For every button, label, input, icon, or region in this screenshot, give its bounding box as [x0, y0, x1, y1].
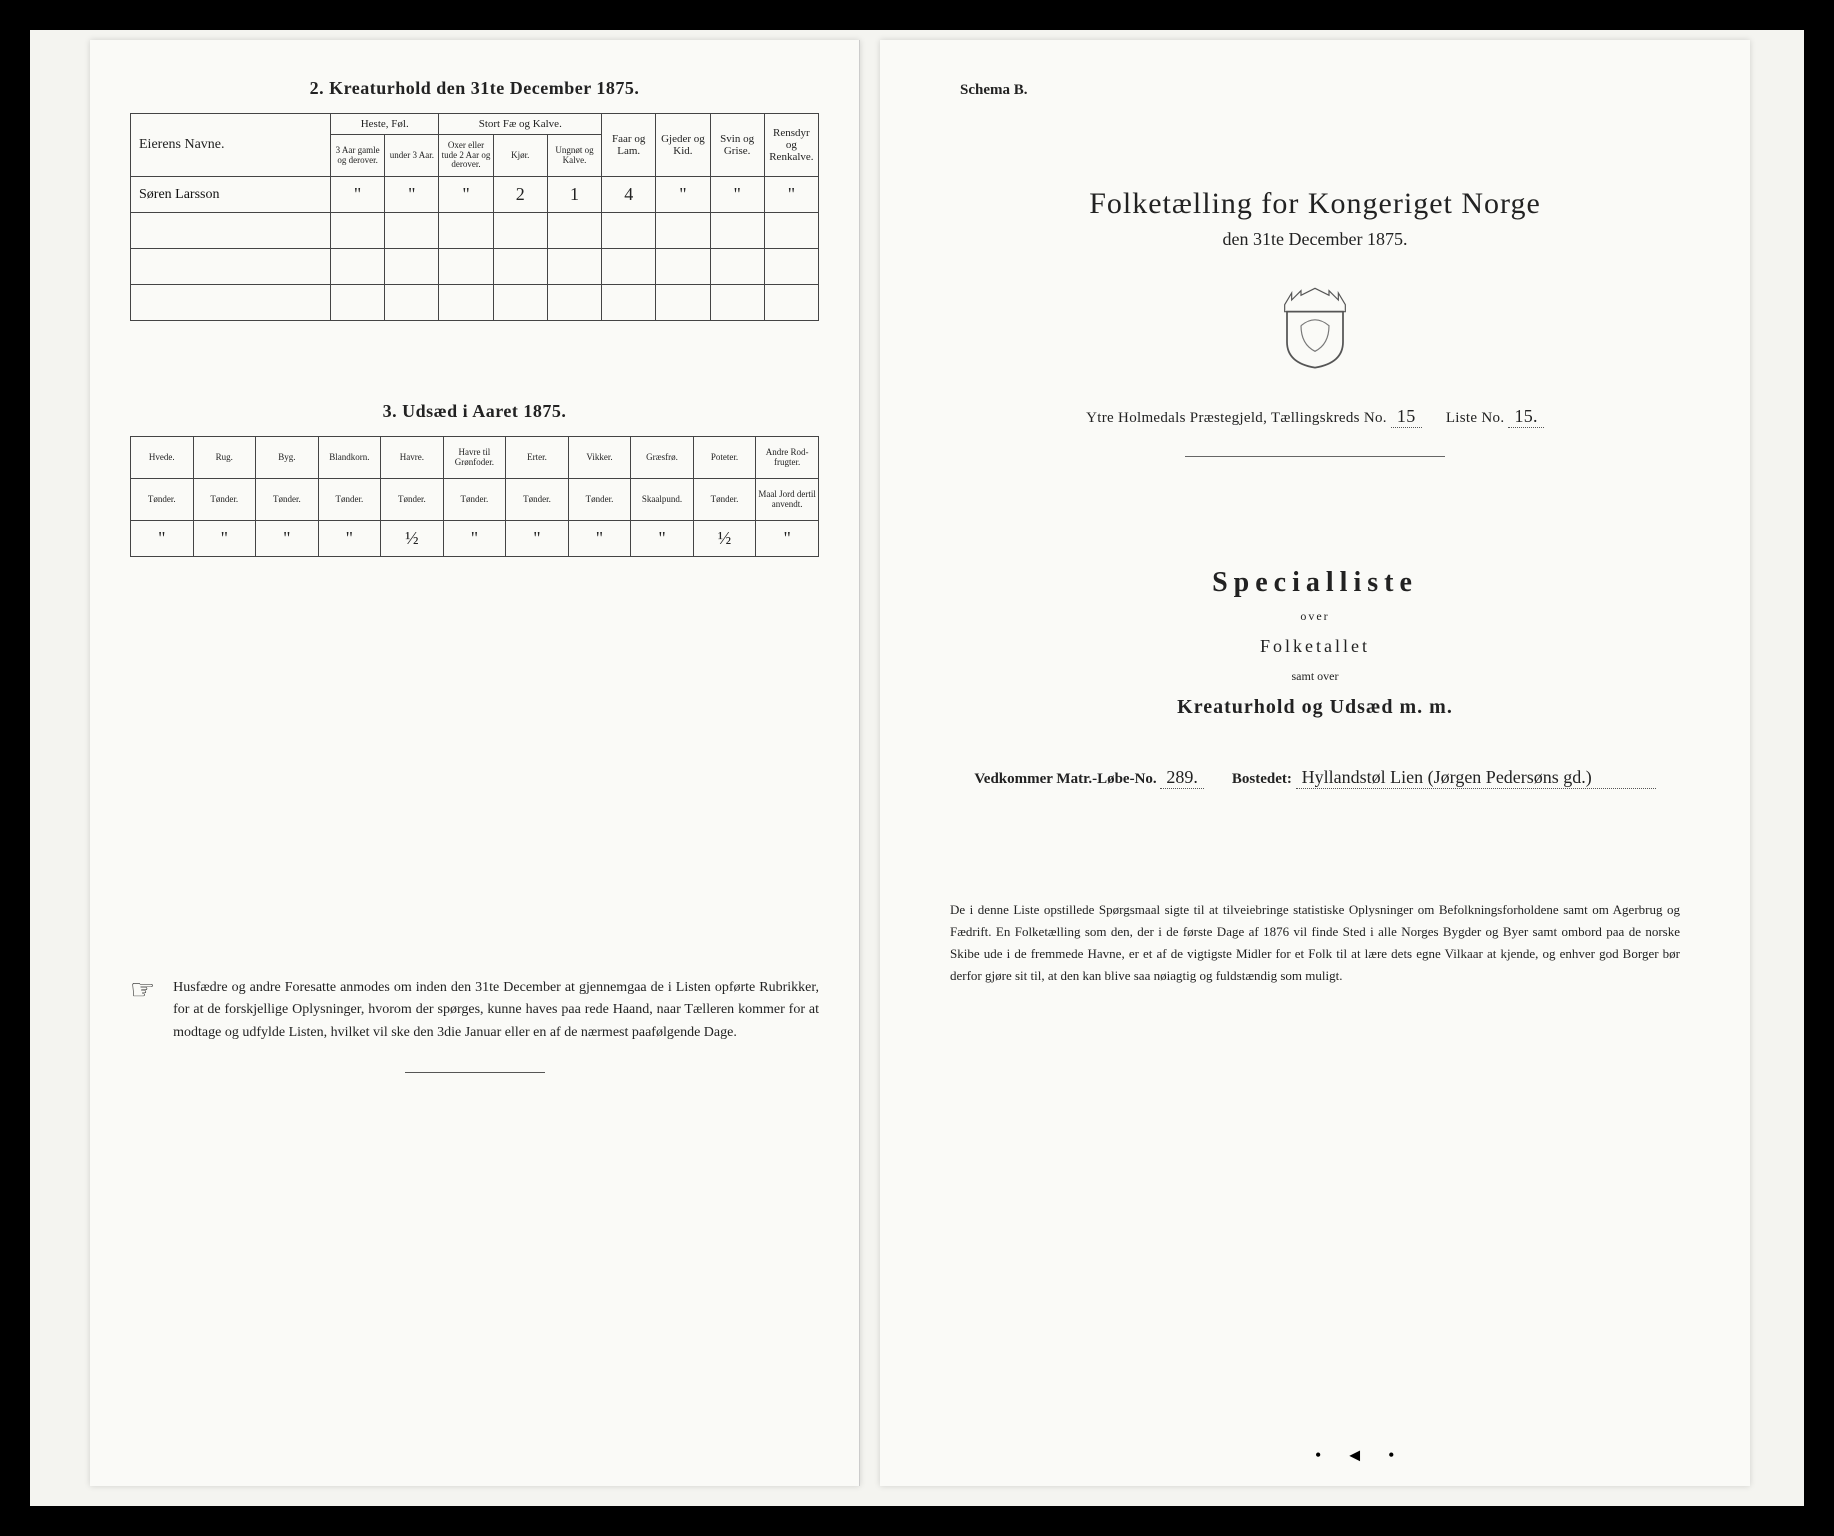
vedk-label: Vedkommer Matr.-Løbe-No.	[974, 771, 1156, 787]
th-kjor: Kjør.	[493, 135, 547, 177]
th-rensdyr: Rensdyr og Renkalve.	[764, 114, 818, 177]
notice-block: ☞ Husfædre og andre Foresatte anmodes om…	[130, 977, 819, 1044]
cell-2: "	[439, 177, 493, 213]
udsaed-table: Hvede. Rug. Byg. Blandkorn. Havre. Havre…	[130, 436, 819, 557]
section2-title: 2. Kreaturhold den 31te December 1875.	[130, 78, 819, 99]
u-s4: Tønder.	[381, 479, 444, 521]
census-subtitle: den 31te December 1875.	[920, 229, 1710, 250]
cell-5: 4	[602, 177, 656, 213]
section3-title: 3. Udsæd i Aaret 1875.	[130, 401, 819, 422]
u-c7: "	[568, 521, 631, 557]
specialliste-heading: Specialliste	[920, 567, 1710, 599]
cell-6: "	[656, 177, 710, 213]
u-h7: Vikker.	[568, 437, 631, 479]
u-h2: Byg.	[256, 437, 319, 479]
u-s6: Tønder.	[506, 479, 569, 521]
divider	[405, 1072, 545, 1073]
kreds-prefix: Ytre Holmedals Præstegjeld, Tællingskred…	[1086, 410, 1387, 426]
u-s9: Tønder.	[693, 479, 756, 521]
owner-name: Søren Larsson	[131, 177, 331, 213]
u-h0: Hvede.	[131, 437, 194, 479]
u-h5: Havre til Grønfoder.	[443, 437, 506, 479]
u-h4: Havre.	[381, 437, 444, 479]
u-h6: Erter.	[506, 437, 569, 479]
u-c3: "	[318, 521, 381, 557]
th-3aar: 3 Aar gamle og derover.	[331, 135, 385, 177]
u-s0: Tønder.	[131, 479, 194, 521]
u-h8: Græsfrø.	[631, 437, 694, 479]
kreds-no: 15	[1391, 406, 1422, 428]
th-gjeder: Gjeder og Kid.	[656, 114, 710, 177]
notice-text: Husfædre og andre Foresatte anmodes om i…	[173, 977, 819, 1044]
u-c4: ½	[381, 521, 444, 557]
cell-0: "	[331, 177, 385, 213]
instruction-paragraph: De i denne Liste opstillede Spørgsmaal s…	[950, 899, 1680, 987]
u-c0: "	[131, 521, 194, 557]
ink-marks: • ◄ •	[1315, 1445, 1404, 1466]
pointing-hand-icon: ☞	[130, 977, 155, 1044]
u-c5: "	[443, 521, 506, 557]
u-h3: Blandkorn.	[318, 437, 381, 479]
th-heste: Heste, Føl.	[331, 114, 439, 135]
th-ungnot: Ungnøt og Kalve.	[547, 135, 601, 177]
u-s5: Tønder.	[443, 479, 506, 521]
kreds-line: Ytre Holmedals Præstegjeld, Tællingskred…	[920, 406, 1710, 428]
right-page: Schema B. Folketælling for Kongeriget No…	[880, 40, 1750, 1486]
th-svin: Svin og Grise.	[710, 114, 764, 177]
schema-label: Schema B.	[960, 82, 1710, 99]
th-stort-fae: Stort Fæ og Kalve.	[439, 114, 602, 135]
u-s1: Tønder.	[193, 479, 256, 521]
vedkommer-line: Vedkommer Matr.-Løbe-No. 289. Bostedet: …	[920, 767, 1710, 789]
u-c1: "	[193, 521, 256, 557]
samt-label: samt over	[920, 669, 1710, 684]
u-s10: Maal Jord dertil anvendt.	[756, 479, 819, 521]
folketallet-label: Folketallet	[920, 636, 1710, 657]
left-page: 2. Kreaturhold den 31te December 1875. E…	[90, 40, 860, 1486]
th-faar: Faar og Lam.	[602, 114, 656, 177]
over-label: over	[920, 609, 1710, 624]
u-h9: Poteter.	[693, 437, 756, 479]
th-under3: under 3 Aar.	[385, 135, 439, 177]
cell-3: 2	[493, 177, 547, 213]
u-h1: Rug.	[193, 437, 256, 479]
u-s3: Tønder.	[318, 479, 381, 521]
cell-1: "	[385, 177, 439, 213]
kreaturhold-table: Eierens Navne. Heste, Føl. Stort Fæ og K…	[130, 113, 819, 321]
u-s8: Skaalpund.	[631, 479, 694, 521]
u-c2: "	[256, 521, 319, 557]
u-s2: Tønder.	[256, 479, 319, 521]
divider-mid	[1185, 456, 1445, 457]
u-c10: "	[756, 521, 819, 557]
u-h10: Andre Rod-frugter.	[756, 437, 819, 479]
census-title: Folketælling for Kongeriget Norge	[920, 187, 1710, 221]
th-oxer: Oxer eller tude 2 Aar og derover.	[439, 135, 493, 177]
u-s7: Tønder.	[568, 479, 631, 521]
coat-of-arms-icon	[1280, 286, 1350, 370]
th-eiernes-navne: Eierens Navne.	[131, 114, 331, 177]
cell-8: "	[764, 177, 818, 213]
u-c9: ½	[693, 521, 756, 557]
kreatur-label: Kreaturhold og Udsæd m. m.	[920, 696, 1710, 719]
bosted-value: Hyllandstøl Lien (Jørgen Pedersøns gd.)	[1296, 767, 1656, 789]
cell-4: 1	[547, 177, 601, 213]
liste-label: Liste No.	[1446, 410, 1505, 426]
liste-no: 15.	[1508, 406, 1543, 428]
u-c6: "	[506, 521, 569, 557]
matr-no: 289.	[1160, 767, 1204, 789]
u-c8: "	[631, 521, 694, 557]
bosted-label: Bostedet:	[1232, 771, 1292, 787]
cell-7: "	[710, 177, 764, 213]
